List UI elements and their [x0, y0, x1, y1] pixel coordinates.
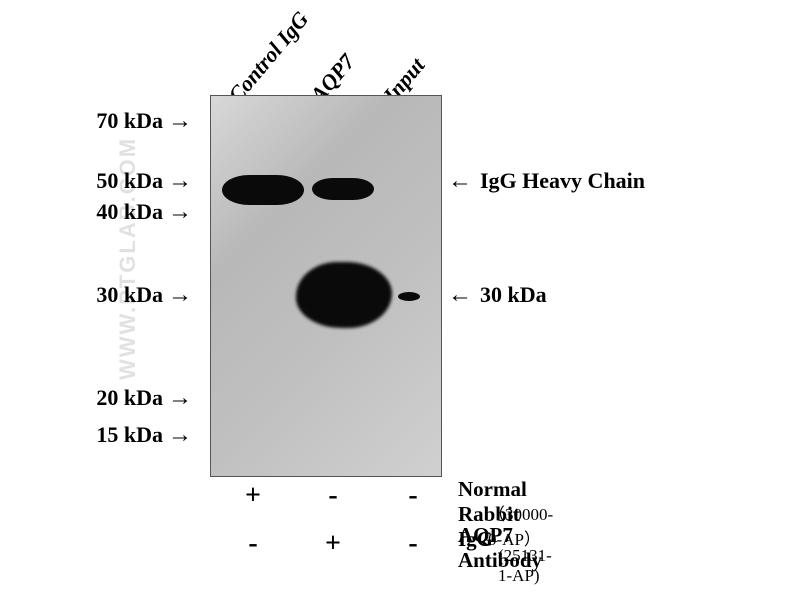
mw-label-70: 70 kDa [78, 108, 163, 134]
band-igg-heavy-lane1 [222, 175, 304, 205]
grid-r0c2: - [378, 480, 448, 512]
band-aqp7-30kda-lane2 [296, 262, 392, 328]
mw-label-50: 50 kDa [78, 168, 163, 194]
mw-label-15: 15 kDa [78, 422, 163, 448]
band-input-30kda-lane3 [398, 292, 420, 301]
annot-arrow-igg: ← [448, 168, 472, 195]
grid-r1c0: - [218, 528, 288, 560]
grid-r1-catalog: (25131-1-AP) [498, 546, 552, 586]
grid-r0c1: - [298, 480, 368, 512]
grid-r0c0: + [218, 480, 288, 512]
mw-arrow-50: → [168, 168, 192, 195]
annot-label-igg: IgG Heavy Chain [480, 168, 645, 194]
grid-r1c2: - [378, 528, 448, 560]
mw-label-40: 40 kDa [78, 199, 163, 225]
mw-arrow-15: → [168, 422, 192, 449]
grid-r1c1: + [298, 528, 368, 560]
annot-label-30kda: 30 kDa [480, 282, 547, 308]
lane-header-1: Control IgG [223, 7, 314, 108]
mw-label-30: 30 kDa [78, 282, 163, 308]
mw-arrow-40: → [168, 199, 192, 226]
mw-label-20: 20 kDa [78, 385, 163, 411]
mw-arrow-30: → [168, 282, 192, 309]
annot-arrow-30kda: ← [448, 282, 472, 309]
band-igg-heavy-lane2 [312, 178, 374, 200]
mw-arrow-20: → [168, 385, 192, 412]
mw-arrow-70: → [168, 108, 192, 135]
figure-container: WWW.PTGLAB.COM Control IgG AQP7 Input 70… [0, 0, 800, 600]
